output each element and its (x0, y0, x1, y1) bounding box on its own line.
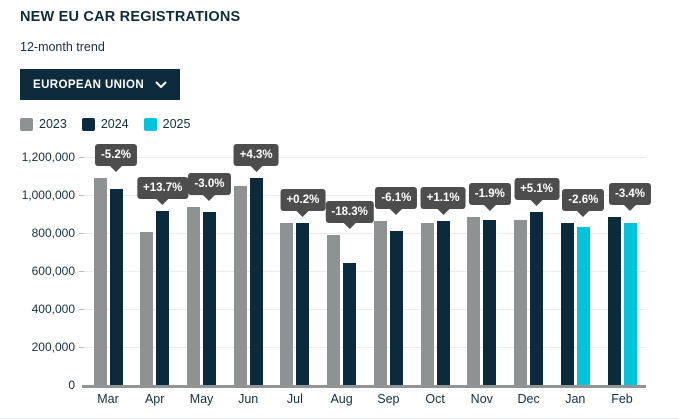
chevron-down-icon (155, 81, 167, 89)
y-axis-tick (79, 271, 84, 272)
x-axis-label: Sep (377, 392, 400, 406)
legend-label: 2025 (162, 117, 191, 131)
bar-2023-aug[interactable] (327, 235, 341, 385)
gridline (83, 309, 646, 310)
x-axis-label: Nov (470, 392, 493, 406)
bar-2023-oct[interactable] (420, 222, 434, 385)
pct-change-badge: +13.7% (137, 177, 189, 200)
legend: 2023 2024 2025 (20, 117, 190, 131)
pct-change-badge: +0.2% (280, 189, 326, 212)
bar-2024-mar[interactable] (109, 188, 123, 385)
pct-change-badge: +1.1% (420, 186, 466, 209)
y-axis-label: 600,000 (31, 264, 75, 278)
x-axis-label: Aug (330, 392, 353, 406)
gridline (83, 347, 646, 348)
pct-change-badge: -5.2% (94, 144, 138, 167)
x-axis-label: Dec (517, 392, 540, 406)
page-subtitle: 12-month trend (20, 40, 105, 54)
bar-2025-jan[interactable] (576, 227, 590, 385)
bar-2024-may[interactable] (203, 211, 216, 385)
bar-2024-jul[interactable] (296, 223, 310, 385)
y-axis-label: 1,200,000 (21, 150, 75, 164)
bar-2024-sep[interactable] (389, 231, 403, 385)
legend-label: 2023 (39, 117, 67, 131)
pct-change-badge: -3.0% (188, 172, 231, 195)
bar-2023-nov[interactable] (467, 216, 481, 385)
bar-2024-dec[interactable] (530, 211, 544, 385)
y-axis-label: 0 (68, 378, 75, 392)
pct-change-badge: +5.1% (514, 177, 560, 200)
gridline (83, 195, 646, 196)
region-selector-label: EUROPEAN UNION (33, 78, 145, 91)
bar-2024-aug[interactable] (343, 262, 357, 385)
pct-change-badge: -18.3% (325, 201, 374, 224)
pct-change-badge: -3.4% (608, 183, 652, 205)
x-axis-label: Jun (238, 392, 259, 406)
legend-swatch (81, 117, 95, 131)
region-selector[interactable]: EUROPEAN UNION (20, 69, 181, 100)
bar-2025-feb[interactable] (623, 222, 637, 385)
legend-label: 2024 (100, 117, 129, 131)
y-axis-label: 200,000 (31, 340, 75, 354)
bar-2023-mar[interactable] (93, 178, 107, 385)
bar-2024-jan[interactable] (560, 223, 574, 385)
bar-2024-feb[interactable] (607, 217, 621, 385)
bar-2023-apr[interactable] (140, 232, 154, 385)
y-axis-label: 800,000 (31, 226, 75, 240)
y-axis-label: 1,000,000 (21, 188, 75, 202)
gridline (83, 157, 646, 158)
x-axis-label: Apr (144, 392, 165, 406)
bar-2024-nov[interactable] (483, 219, 497, 385)
gridline (83, 271, 646, 272)
bar-2023-dec[interactable] (514, 220, 528, 385)
y-axis-tick (79, 233, 84, 234)
pct-change-badge: -6.1% (375, 187, 418, 210)
y-axis-tick (79, 309, 84, 310)
bar-2023-jun[interactable] (233, 186, 247, 385)
legend-swatch (143, 117, 157, 131)
x-axis-baseline (82, 385, 646, 388)
y-axis-label: 400,000 (31, 302, 75, 316)
y-axis-tick (79, 195, 84, 196)
y-axis-tick (79, 347, 84, 348)
bar-2024-apr[interactable] (156, 211, 170, 385)
bar-2023-jul[interactable] (280, 223, 294, 385)
gridline (83, 233, 646, 234)
x-axis-label: Mar (97, 392, 119, 406)
x-axis-label: Jul (286, 392, 303, 406)
pct-change-badge: -2.6% (562, 189, 605, 212)
legend-swatch (20, 117, 33, 131)
legend-item-2025[interactable]: 2025 (143, 117, 191, 131)
pct-change-badge: +4.3% (233, 143, 279, 166)
bar-2023-may[interactable] (187, 206, 200, 385)
x-axis-label: May (189, 392, 214, 406)
pct-change-badge: -1.9% (468, 182, 511, 205)
bar-2023-sep[interactable] (373, 221, 387, 385)
x-axis-label: Feb (611, 392, 633, 406)
bar-2024-jun[interactable] (249, 177, 263, 385)
page-title: NEW EU CAR REGISTRATIONS (20, 9, 241, 25)
x-axis-label: Oct (425, 392, 445, 406)
y-axis-tick (79, 157, 84, 158)
x-axis-label: Jan (565, 392, 586, 406)
bar-2024-oct[interactable] (436, 220, 450, 385)
legend-item-2023[interactable]: 2023 (20, 117, 67, 131)
legend-item-2024[interactable]: 2024 (81, 117, 129, 131)
